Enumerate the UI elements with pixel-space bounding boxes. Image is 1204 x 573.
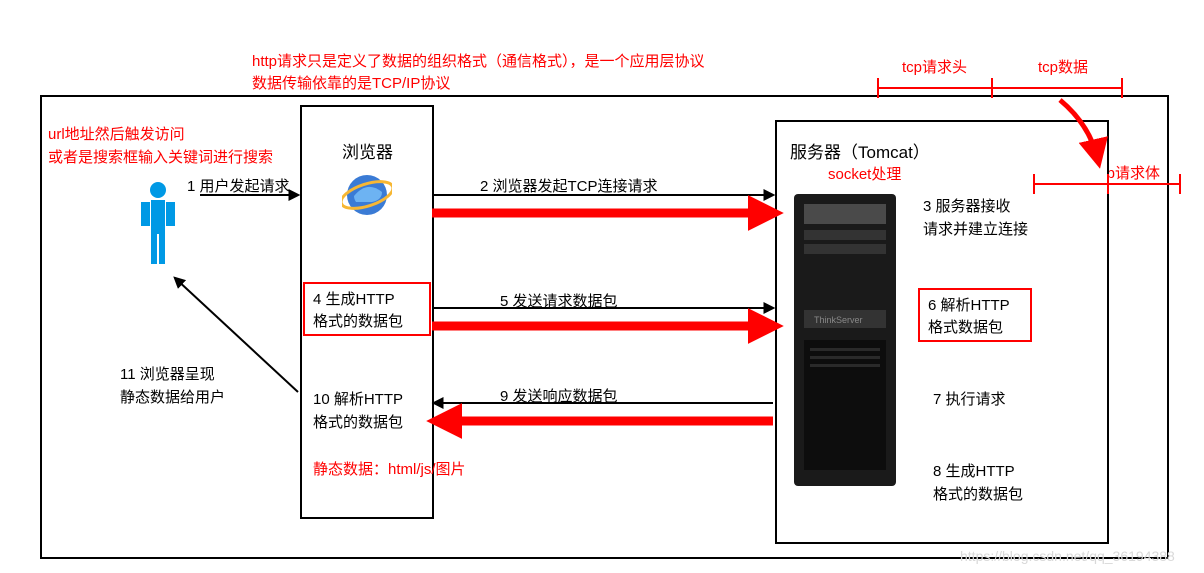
step9: 9 发送响应数据包 xyxy=(500,385,618,406)
user-note-line1: url地址然后触发访问 xyxy=(48,123,185,144)
step2: 2 浏览器发起TCP连接请求 xyxy=(480,175,658,196)
diagram-canvas: http请求只是定义了数据的组织格式（通信格式），是一个应用层协议 数据传输依靠… xyxy=(0,0,1204,573)
step8-line2: 格式的数据包 xyxy=(933,483,1023,504)
top-note-line2: 数据传输依靠的是TCP/IP协议 xyxy=(252,72,450,93)
socket-label: socket处理 xyxy=(828,163,901,184)
step11-line1: 11 浏览器呈现 xyxy=(120,363,215,384)
step11-line2: 静态数据给用户 xyxy=(120,386,225,407)
step3-line2: 请求并建立连接 xyxy=(923,218,1028,239)
step4-line1: 4 生成HTTP xyxy=(313,288,395,309)
step4-line2: 格式的数据包 xyxy=(313,310,403,331)
step7: 7 执行请求 xyxy=(933,388,1006,409)
ie-icon xyxy=(342,170,392,220)
tcp-header-label: tcp请求头 xyxy=(902,56,967,77)
step8-line1: 8 生成HTTP xyxy=(933,460,1015,481)
step1: 1 用户发起请求 xyxy=(187,175,290,196)
person-icon xyxy=(138,180,178,270)
top-note-line1: http请求只是定义了数据的组织格式（通信格式），是一个应用层协议 xyxy=(252,50,705,71)
step10-line2: 格式的数据包 xyxy=(313,411,403,432)
svg-text:ThinkServer: ThinkServer xyxy=(814,315,863,325)
step3-line1: 3 服务器接收 xyxy=(923,195,1011,216)
step6-line2: 格式数据包 xyxy=(928,316,1003,337)
step6-line1: 6 解析HTTP xyxy=(928,294,1010,315)
browser-title: 浏览器 xyxy=(342,138,393,163)
user-note-line2: 或者是搜索框输入关键词进行搜索 xyxy=(48,146,273,167)
tcp-data-label: tcp数据 xyxy=(1038,56,1088,77)
server-tower-icon: ThinkServer xyxy=(790,190,900,490)
static-data-note: 静态数据：html/js/图片 xyxy=(313,458,466,479)
server-title: 服务器（Tomcat） xyxy=(790,138,930,163)
step10-line1: 10 解析HTTP xyxy=(313,388,403,409)
step5: 5 发送请求数据包 xyxy=(500,290,618,311)
watermark: https://blog.csdn.net/qq_36194388 xyxy=(960,548,1175,564)
